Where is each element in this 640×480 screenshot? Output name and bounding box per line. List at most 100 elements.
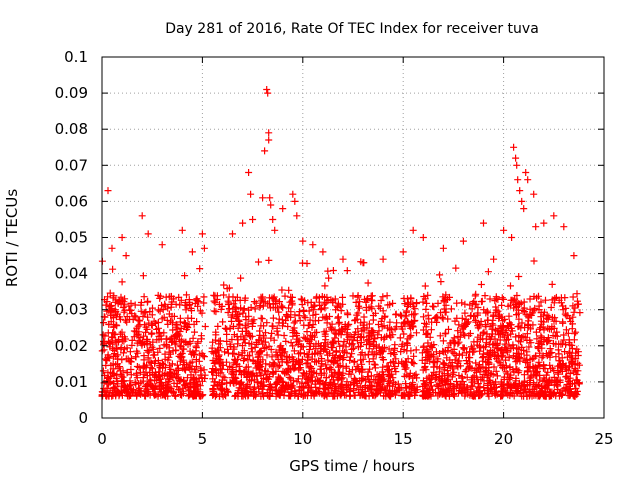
data-point — [269, 303, 277, 311]
data-point — [172, 338, 180, 346]
data-point — [336, 383, 344, 391]
data-point — [510, 381, 517, 389]
data-point — [364, 295, 372, 302]
data-point — [279, 205, 287, 213]
data-point — [279, 345, 287, 353]
data-point — [366, 378, 374, 386]
data-point — [335, 363, 342, 371]
data-point — [367, 303, 375, 311]
data-point — [369, 338, 377, 345]
data-point — [478, 354, 486, 362]
data-point — [477, 281, 485, 288]
data-point — [176, 328, 184, 335]
data-point — [436, 332, 444, 340]
data-point — [366, 365, 374, 373]
data-point — [283, 352, 291, 360]
data-point — [492, 293, 500, 301]
data-point — [569, 313, 577, 321]
data-point — [174, 365, 182, 373]
data-point — [113, 387, 121, 395]
data-point — [190, 379, 198, 387]
data-point — [229, 350, 237, 358]
data-point — [285, 304, 293, 312]
data-point — [342, 382, 350, 390]
data-point — [492, 389, 500, 397]
data-point — [480, 328, 488, 336]
data-point — [524, 368, 532, 376]
data-point — [507, 389, 514, 396]
data-point — [351, 317, 359, 325]
data-point — [367, 372, 375, 380]
data-point — [553, 377, 561, 385]
data-point — [343, 378, 351, 386]
data-point — [379, 307, 387, 315]
data-point — [406, 333, 414, 341]
data-point — [182, 320, 189, 327]
data-point — [461, 309, 469, 317]
data-point — [472, 300, 480, 308]
data-point — [148, 311, 156, 319]
data-point — [234, 324, 242, 332]
data-point — [172, 392, 180, 400]
data-point — [231, 392, 239, 400]
data-point — [357, 319, 365, 327]
data-point — [477, 391, 485, 399]
data-point — [144, 388, 151, 396]
data-point — [295, 386, 303, 394]
data-point — [297, 391, 305, 398]
data-point — [366, 339, 373, 347]
data-point — [220, 281, 228, 289]
data-point — [470, 338, 478, 346]
data-point — [296, 308, 304, 316]
data-point — [334, 313, 342, 321]
data-point — [309, 241, 317, 249]
data-point — [296, 349, 304, 357]
data-point — [488, 333, 495, 341]
data-point — [362, 298, 370, 306]
data-point — [210, 297, 218, 305]
data-point — [531, 304, 539, 312]
data-point — [535, 345, 543, 352]
data-point — [255, 384, 263, 392]
data-point — [214, 354, 222, 362]
data-point — [446, 293, 453, 301]
data-point — [184, 314, 192, 322]
data-point — [572, 385, 580, 392]
data-point — [249, 216, 257, 223]
data-point — [156, 307, 164, 315]
data-point — [570, 308, 578, 316]
data-point — [309, 311, 317, 319]
data-point — [532, 369, 540, 376]
data-point — [211, 358, 219, 366]
data-point — [544, 324, 552, 332]
data-point — [544, 334, 552, 342]
data-point — [364, 373, 371, 381]
data-point — [257, 358, 264, 366]
data-point — [373, 385, 380, 393]
data-point — [100, 337, 107, 345]
data-point — [377, 297, 385, 304]
data-point — [139, 374, 147, 382]
data-point — [426, 333, 434, 341]
data-point — [324, 267, 332, 275]
data-point — [361, 295, 368, 303]
data-point — [350, 386, 357, 394]
data-point — [421, 359, 429, 367]
data-point — [402, 384, 410, 391]
data-point — [569, 320, 576, 328]
data-point — [362, 392, 370, 400]
data-point — [114, 364, 122, 372]
data-point — [177, 324, 185, 332]
data-point — [404, 299, 412, 307]
data-point — [268, 353, 276, 361]
data-point — [493, 341, 501, 349]
data-point — [194, 388, 202, 395]
data-point — [263, 351, 271, 359]
data-point — [468, 305, 476, 313]
data-point — [114, 380, 122, 388]
data-point — [137, 299, 145, 306]
data-point — [258, 385, 266, 393]
data-point — [502, 362, 510, 370]
data-point — [235, 310, 243, 318]
data-point — [216, 301, 223, 308]
